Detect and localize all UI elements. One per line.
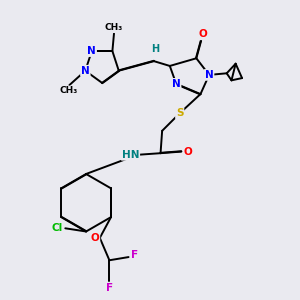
Text: N: N bbox=[81, 66, 90, 76]
Text: F: F bbox=[131, 250, 138, 260]
Text: O: O bbox=[198, 29, 207, 39]
Text: N: N bbox=[87, 46, 96, 56]
Text: O: O bbox=[184, 147, 193, 157]
Text: HN: HN bbox=[122, 150, 139, 160]
Text: F: F bbox=[106, 283, 113, 293]
Text: N: N bbox=[205, 70, 214, 80]
Text: S: S bbox=[176, 108, 184, 118]
Text: CH₃: CH₃ bbox=[60, 86, 78, 95]
Text: H: H bbox=[152, 44, 160, 54]
Text: CH₃: CH₃ bbox=[105, 23, 123, 32]
Text: O: O bbox=[91, 233, 99, 243]
Text: Cl: Cl bbox=[51, 223, 62, 233]
Text: N: N bbox=[172, 79, 181, 89]
